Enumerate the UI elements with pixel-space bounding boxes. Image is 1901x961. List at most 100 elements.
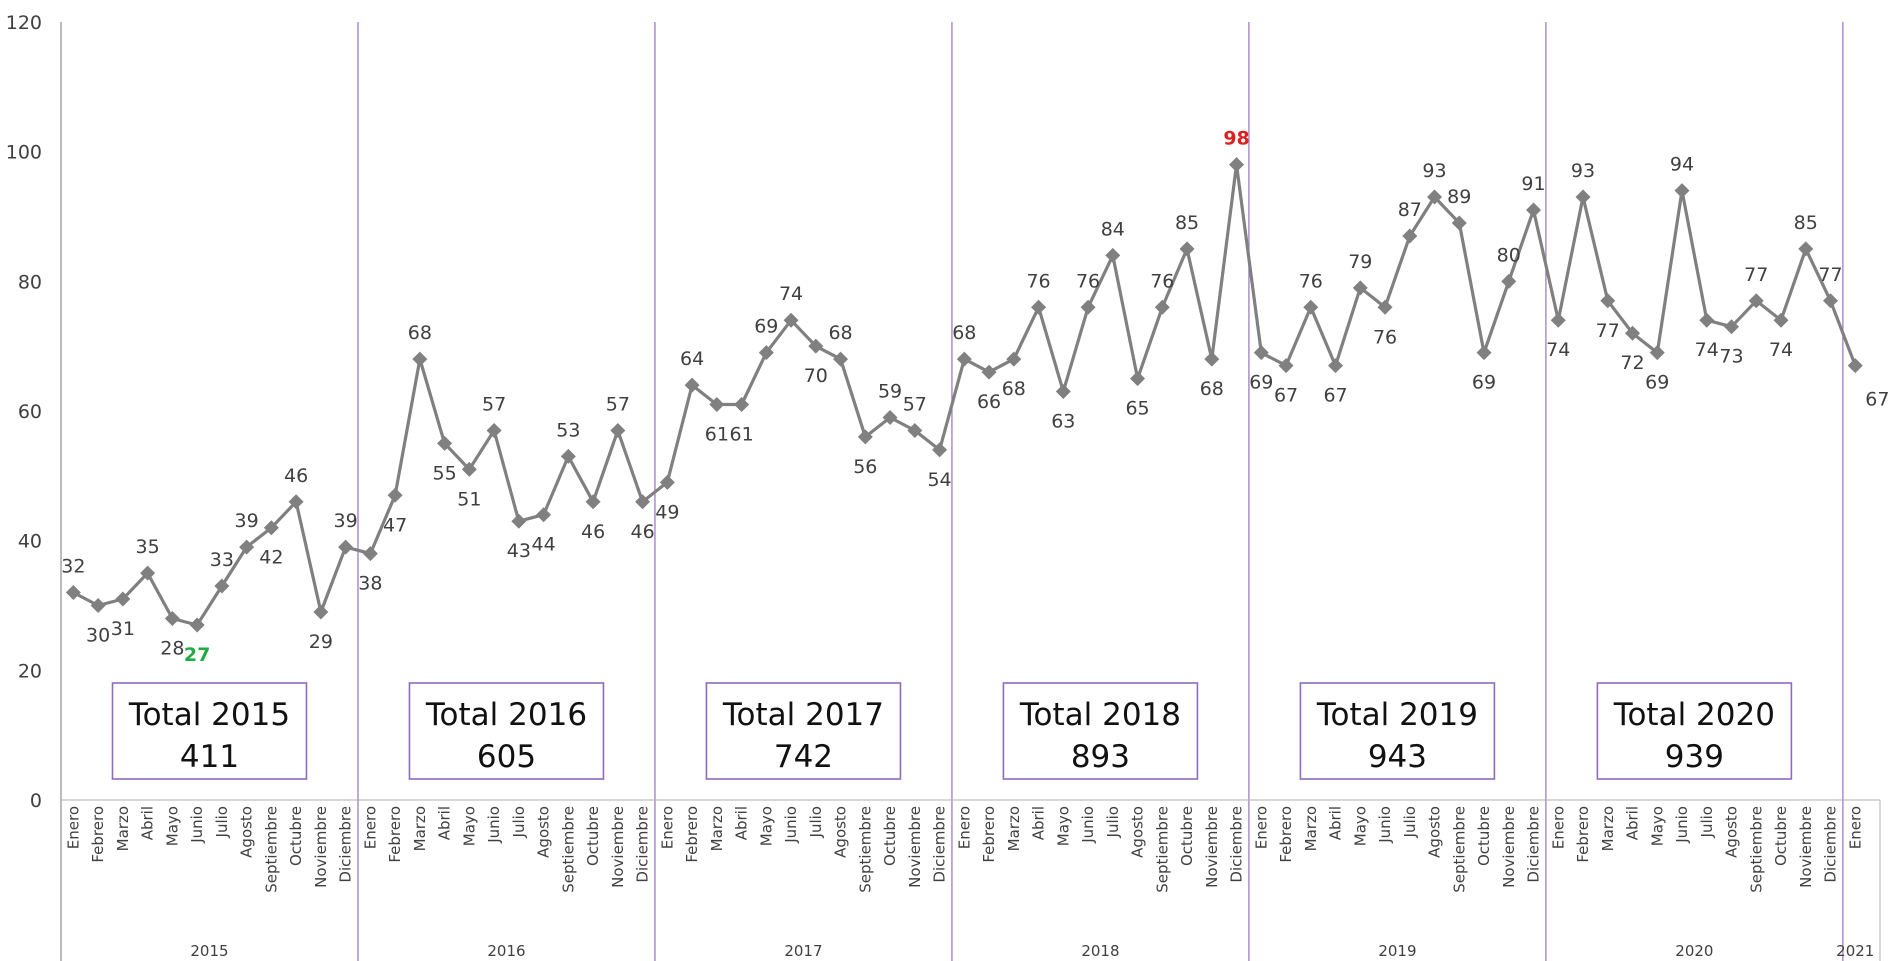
year-label: 2017 [784, 942, 822, 960]
data-point-marker [1130, 371, 1146, 387]
data-label: 74 [1546, 339, 1570, 361]
data-label: 35 [136, 536, 160, 558]
month-label: Agosto [832, 806, 850, 858]
data-point-marker [1402, 228, 1418, 244]
data-label: 32 [61, 556, 85, 578]
data-point-marker [1006, 351, 1022, 367]
data-point-marker [1748, 293, 1764, 309]
month-label: Octubre [287, 806, 305, 866]
data-label: 77 [1744, 264, 1768, 286]
data-point-marker [1526, 202, 1542, 218]
month-label: Marzo [411, 806, 429, 851]
data-point-marker [907, 422, 923, 438]
month-label: Enero [1252, 806, 1270, 849]
data-point-marker [684, 377, 700, 393]
data-label: 73 [1719, 346, 1743, 368]
month-label: Julio [1104, 806, 1122, 838]
data-label: 65 [1125, 398, 1149, 420]
data-point-marker [164, 610, 180, 626]
total-box-border [1299, 682, 1496, 780]
month-label: Noviembre [312, 806, 330, 888]
year-label: 2018 [1081, 942, 1119, 960]
data-point-marker [65, 585, 81, 601]
data-label: 31 [111, 618, 135, 640]
data-point-marker [461, 461, 477, 477]
data-label: 46 [581, 521, 605, 543]
data-point-marker [709, 397, 725, 413]
data-label: 69 [754, 316, 778, 338]
month-label: Febrero [1277, 806, 1295, 863]
data-label: 76 [1373, 326, 1397, 348]
data-label: 47 [383, 514, 407, 536]
total-box-border [1002, 682, 1199, 780]
data-point-marker [511, 513, 527, 529]
data-point-marker [1179, 241, 1195, 257]
data-label: 76 [1299, 270, 1323, 292]
data-point-marker [1352, 280, 1368, 296]
data-point-marker [1550, 312, 1566, 328]
data-label: 39 [334, 510, 358, 532]
month-label: Agosto [1426, 806, 1444, 858]
month-label: Enero [361, 806, 379, 849]
month-label: Noviembre [906, 806, 924, 888]
data-point-marker [214, 578, 230, 594]
data-label: 76 [1026, 270, 1050, 292]
data-point-marker [734, 397, 750, 413]
data-point-marker [981, 364, 997, 380]
month-label: Mayo [460, 806, 478, 846]
month-label: Julio [1698, 806, 1716, 838]
month-label: Septiembre [262, 806, 280, 893]
total-box-value: 893 [1071, 739, 1130, 775]
total-box-border [1596, 682, 1793, 780]
data-label: 43 [507, 540, 531, 562]
month-label: Octubre [881, 806, 899, 866]
month-label: Febrero [980, 806, 998, 863]
month-label: Junio [1079, 806, 1097, 844]
month-label: Noviembre [1797, 806, 1815, 888]
month-label: Mayo [1054, 806, 1072, 846]
data-label: 69 [1249, 372, 1273, 394]
data-point-marker [1427, 189, 1443, 205]
y-tick-label: 100 [6, 142, 42, 164]
month-label: Octubre [1178, 806, 1196, 866]
data-label: 74 [1695, 339, 1719, 361]
month-label: Octubre [584, 806, 602, 866]
month-label: Junio [485, 806, 503, 844]
data-label: 68 [1002, 378, 1026, 400]
data-label: 68 [952, 322, 976, 344]
data-label: 57 [606, 393, 630, 415]
month-label: Diciembre [634, 806, 652, 883]
year-total-box: Total 2015 411 [111, 682, 308, 780]
month-label: Abril [436, 806, 454, 840]
data-point-marker [932, 442, 948, 458]
month-label: Enero [1846, 806, 1864, 849]
data-point-marker [1798, 241, 1814, 257]
series-line [72, 163, 1857, 627]
data-point-marker [140, 565, 156, 581]
month-label: Enero [658, 806, 676, 849]
month-label: Abril [733, 806, 751, 840]
data-label: 98 [1223, 128, 1249, 150]
month-label: Diciembre [931, 806, 949, 883]
data-point-marker [635, 494, 651, 510]
data-point-marker [1773, 312, 1789, 328]
month-label: Marzo [1599, 806, 1617, 851]
month-label: Agosto [1723, 806, 1741, 858]
data-point-marker [1303, 299, 1319, 315]
total-box-border [408, 682, 605, 780]
data-point-marker [833, 351, 849, 367]
month-label: Octubre [1475, 806, 1493, 866]
data-point-marker [486, 422, 502, 438]
y-tick-label: 20 [18, 660, 42, 682]
data-label: 93 [1422, 160, 1446, 182]
data-label: 67 [1865, 389, 1889, 411]
data-point-marker [362, 546, 378, 562]
data-point-marker [1105, 247, 1121, 263]
total-box-title: Total 2015 [128, 697, 290, 733]
month-label: Mayo [1351, 806, 1369, 846]
month-label: Julio [213, 806, 231, 838]
data-label: 80 [1497, 244, 1521, 266]
data-point-marker [1204, 351, 1220, 367]
month-label: Mayo [1648, 806, 1666, 846]
